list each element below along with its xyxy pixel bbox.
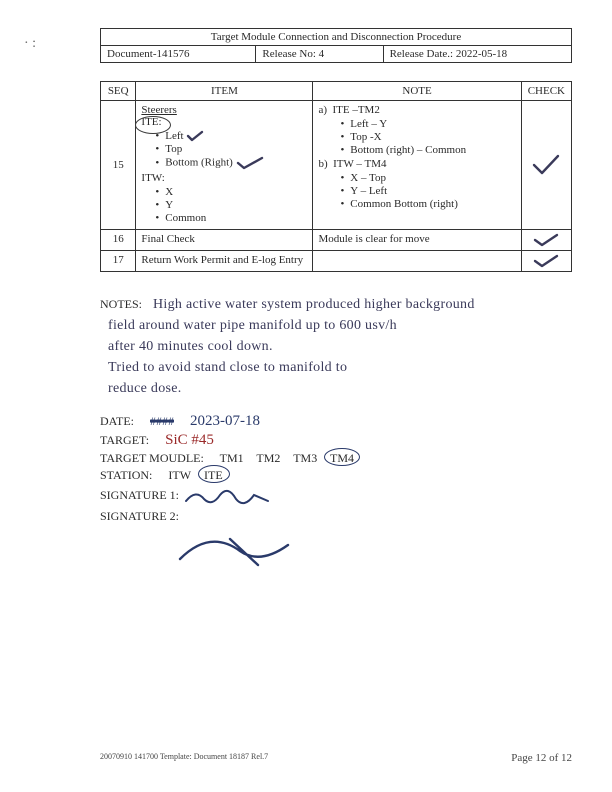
steerers-heading: Steerers: [141, 104, 307, 116]
sig1-label: SIGNATURE 1:: [100, 488, 179, 502]
seq-17: 17: [101, 251, 136, 272]
hand-note-line: reduce dose.: [108, 378, 572, 399]
target-hand: SiC #45: [165, 432, 214, 448]
opt-tm3: TM3: [293, 451, 317, 465]
checkmark-icon: [186, 130, 204, 142]
checkmark-icon: [236, 156, 264, 170]
form-block: DATE: #### 2023-07-18 TARGET: SiC #45 TA…: [100, 413, 572, 524]
release-no-label: Release No:: [262, 48, 315, 60]
opt-tm2: TM2: [256, 451, 280, 465]
date-scratch: ####: [150, 414, 174, 428]
opt-tm4: TM4: [330, 451, 354, 465]
list-item: Common: [155, 212, 307, 224]
seq-16: 16: [101, 230, 136, 251]
sig1-line: SIGNATURE 1:: [100, 485, 572, 507]
note-a-label: a): [318, 104, 327, 116]
list-item: Y: [155, 199, 307, 211]
hand-note-line: High active water system produced higher…: [153, 297, 475, 312]
checkmark-icon: [531, 153, 561, 177]
hand-note-line: after 40 minutes cool down.: [108, 336, 572, 357]
col-check: CHECK: [521, 82, 571, 101]
stray-mark: · :: [24, 36, 36, 52]
date-label: DATE:: [100, 414, 134, 428]
note-a-title: ITE –TM2: [332, 104, 379, 116]
note-b-title: ITW – TM4: [333, 158, 386, 170]
target-line: TARGET: SiC #45: [100, 432, 572, 449]
note-b-label: b): [318, 158, 327, 170]
station-label: STATION:: [100, 468, 152, 482]
module-line: TARGET MOUDLE: TM1 TM2 TM3 TM4: [100, 451, 572, 466]
list-item: Top -X: [340, 131, 515, 143]
list-item: X – Top: [340, 172, 515, 184]
hand-note-line: Tried to avoid stand close to manifold t…: [108, 357, 572, 378]
itw-label: ITW:: [141, 172, 307, 184]
list-item: Y – Left: [340, 185, 515, 197]
list-item: X: [155, 186, 307, 198]
header-table: Target Module Connection and Disconnecti…: [100, 28, 572, 63]
table-row: 15 Steerers ITE: Left Top Bottom (Right): [101, 101, 572, 230]
page: · : Target Module Connection and Disconn…: [0, 0, 612, 792]
list-item: Bottom (right) – Common: [340, 144, 515, 156]
opt-tm1: TM1: [220, 451, 244, 465]
footer-page: Page 12 of 12: [511, 752, 572, 764]
list-item: Bottom (Right): [155, 156, 307, 170]
item-16: Final Check: [136, 230, 313, 251]
ite-label: ITE:: [141, 116, 307, 128]
notes-section: NOTES: High active water system produced…: [100, 294, 572, 315]
target-label: TARGET:: [100, 433, 149, 447]
sig2-label: SIGNATURE 2:: [100, 509, 179, 523]
table-row: 17 Return Work Permit and E-log Entry: [101, 251, 572, 272]
release-date-val: 2022-05-18: [456, 48, 507, 60]
col-seq: SEQ: [101, 82, 136, 101]
opt-itw: ITW: [168, 468, 191, 482]
date-line: DATE: #### 2023-07-18: [100, 413, 572, 430]
footer-left: 20070910 141700 Template: Document 18187…: [100, 752, 268, 764]
table-row: 16 Final Check Module is clear for move: [101, 230, 572, 251]
checkmark-icon: [533, 254, 559, 268]
station-line: STATION: ITW ITE: [100, 468, 572, 483]
release-no-val: 4: [319, 48, 325, 60]
list-item: Common Bottom (right): [340, 198, 515, 210]
col-item: ITEM: [136, 82, 313, 101]
seq-15: 15: [101, 101, 136, 230]
module-label: TARGET MOUDLE:: [100, 451, 204, 465]
list-item: Top: [155, 143, 307, 155]
initial-swoosh-icon: [170, 521, 310, 581]
note-16: Module is clear for move: [313, 230, 521, 251]
signature-icon: [182, 485, 272, 507]
note-17: [313, 251, 521, 272]
footer: 20070910 141700 Template: Document 18187…: [100, 752, 572, 764]
release-no: Release No: 4: [256, 46, 383, 63]
item-17: Return Work Permit and E-log Entry: [136, 251, 313, 272]
note-15: a) ITE –TM2 Left – Y Top -X Bottom (righ…: [313, 101, 521, 230]
check-16: [521, 230, 571, 251]
item-15: Steerers ITE: Left Top Bottom (Right) IT…: [136, 101, 313, 230]
list-item: Left: [155, 130, 307, 142]
release-date: Release Date.: 2022-05-18: [383, 46, 571, 63]
list-item: Left – Y: [340, 118, 515, 130]
opt-ite: ITE: [204, 468, 223, 482]
procedure-table: SEQ ITEM NOTE CHECK 15 Steerers ITE: Lef…: [100, 81, 572, 272]
check-17: [521, 251, 571, 272]
doc-title: Target Module Connection and Disconnecti…: [101, 29, 572, 46]
notes-label: NOTES:: [100, 297, 142, 311]
col-note: NOTE: [313, 82, 521, 101]
release-date-label: Release Date.:: [390, 48, 454, 60]
checkmark-icon: [533, 233, 559, 247]
check-15: [521, 101, 571, 230]
hand-note-line: field around water pipe manifold up to 6…: [108, 315, 572, 336]
doc-id: Document-141576: [101, 46, 256, 63]
date-hand: 2023-07-18: [190, 413, 260, 429]
